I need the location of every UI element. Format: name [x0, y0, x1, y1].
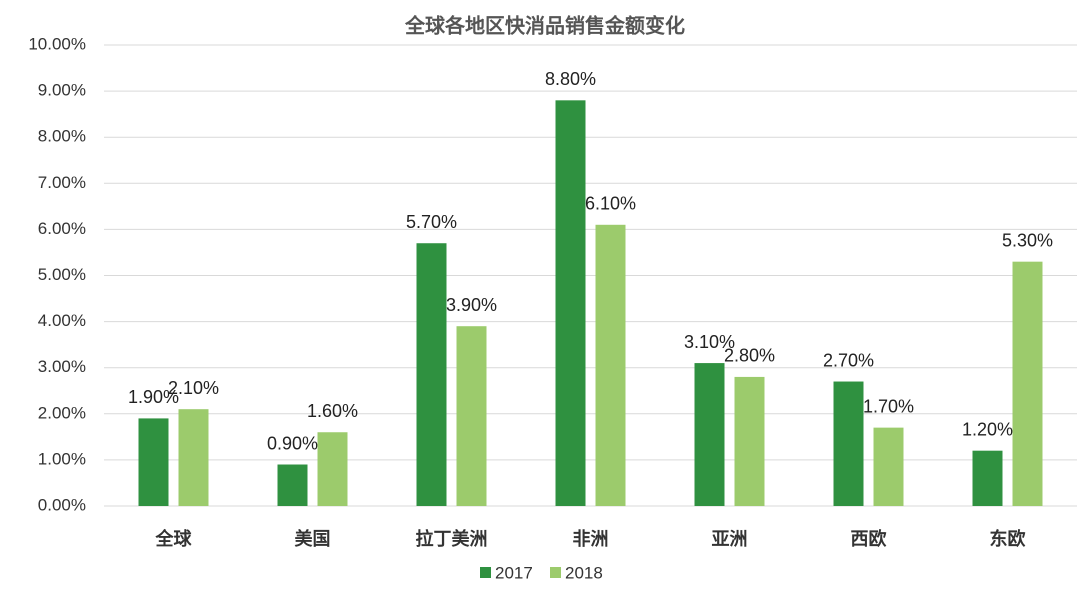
x-tick-label: 东欧: [990, 528, 1026, 549]
bar: [595, 224, 626, 507]
bar: [416, 243, 447, 507]
bar: [734, 376, 765, 506]
bar: [873, 427, 904, 506]
value-label: 1.60%: [307, 401, 358, 421]
bar: [277, 464, 308, 506]
y-tick-label: 4.00%: [38, 311, 86, 330]
value-label: 1.90%: [128, 387, 179, 407]
y-tick-label: 9.00%: [38, 81, 86, 100]
x-tick-label: 拉丁美洲: [416, 528, 488, 549]
value-label: 3.10%: [684, 332, 735, 352]
value-label: 0.90%: [267, 433, 318, 453]
legend-swatch: [550, 567, 561, 578]
legend-swatch: [480, 567, 491, 578]
value-label: 1.70%: [863, 396, 914, 416]
value-label: 5.30%: [1002, 230, 1053, 250]
x-tick-label: 西欧: [851, 528, 887, 549]
y-tick-label: 3.00%: [38, 357, 86, 376]
x-tick-label: 亚洲: [712, 529, 748, 549]
y-tick-label: 0.00%: [38, 495, 86, 514]
value-label: 6.10%: [585, 194, 636, 214]
bar: [178, 409, 209, 506]
value-label: 5.70%: [406, 212, 457, 232]
value-label: 8.80%: [545, 69, 596, 89]
value-label: 2.70%: [823, 350, 874, 370]
y-tick-label: 8.00%: [38, 127, 86, 146]
x-tick-label: 美国: [295, 528, 331, 549]
bar: [972, 450, 1003, 506]
bar: [694, 363, 725, 506]
bar: [456, 326, 487, 506]
chart-title: 全球各地区快消品销售金额变化: [404, 13, 685, 37]
y-tick-label: 2.00%: [38, 403, 86, 422]
value-label: 2.80%: [724, 346, 775, 366]
y-tick-label: 1.00%: [38, 449, 86, 468]
bar: [833, 381, 864, 506]
legend-label: 2018: [565, 563, 603, 582]
y-tick-label: 5.00%: [38, 265, 86, 284]
bar: [1012, 261, 1043, 506]
y-tick-label: 7.00%: [38, 173, 86, 192]
value-label: 3.90%: [446, 295, 497, 315]
bar: [555, 100, 586, 506]
bar: [317, 432, 348, 506]
value-label: 2.10%: [168, 378, 219, 398]
y-tick-label: 6.00%: [38, 219, 86, 238]
y-tick-label: 10.00%: [28, 34, 86, 53]
x-tick-label: 全球: [155, 528, 193, 549]
value-label: 1.20%: [962, 419, 1013, 439]
legend-label: 2017: [495, 563, 533, 582]
bar: [138, 418, 169, 506]
x-tick-label: 非洲: [573, 528, 609, 549]
